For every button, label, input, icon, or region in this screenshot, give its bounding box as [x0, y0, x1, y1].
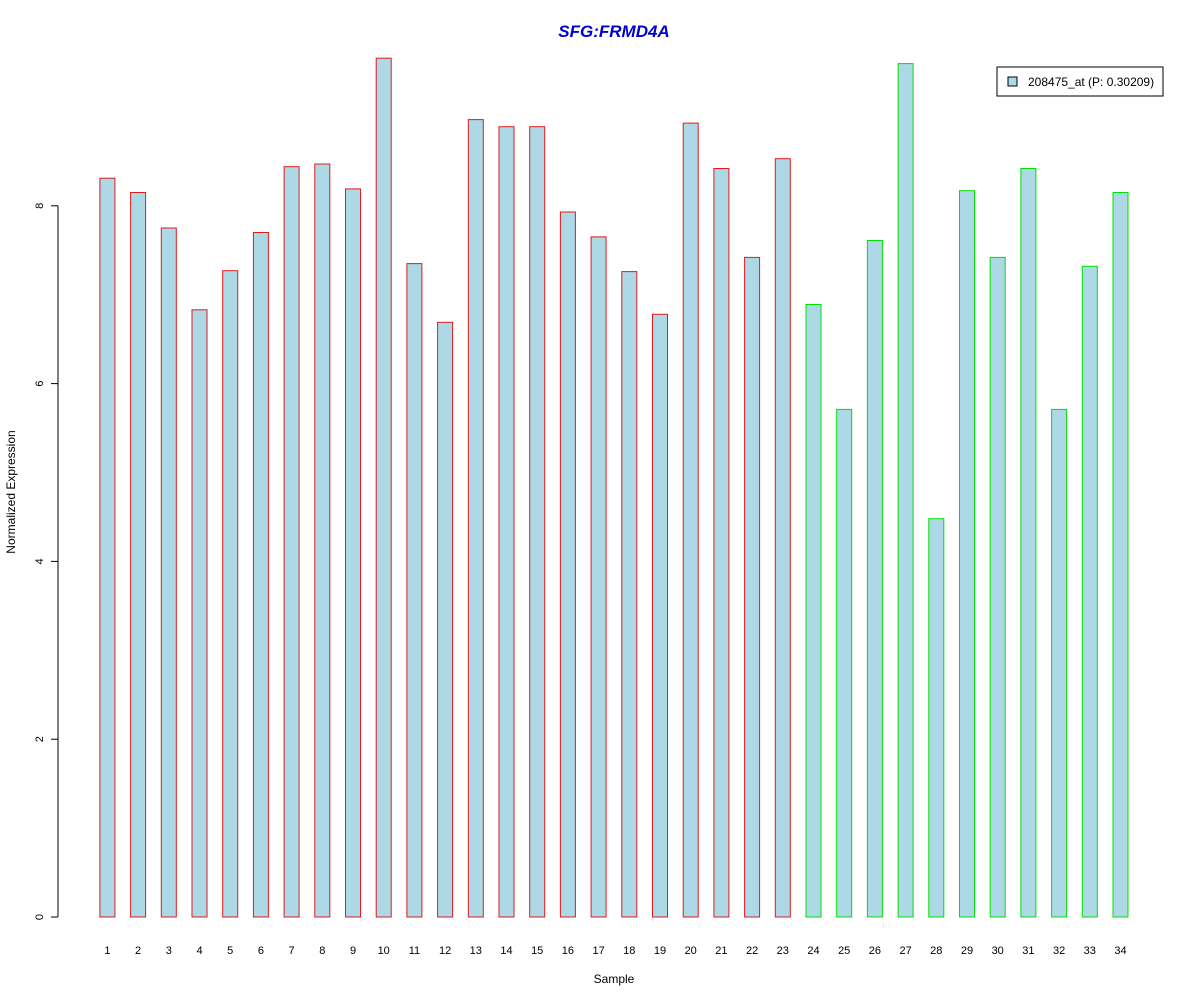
bar-17	[590, 236, 607, 918]
bar-1	[99, 177, 116, 918]
x-tick-label: 18	[623, 945, 635, 957]
bar-9	[345, 188, 361, 918]
x-tick-label: 12	[439, 945, 451, 957]
x-tick-label: 2	[135, 945, 141, 957]
y-tick-label: 2	[34, 736, 46, 742]
y-tick-label: 8	[34, 203, 46, 209]
x-tick-label: 16	[562, 945, 574, 957]
bar-12	[437, 321, 454, 918]
y-tick-label: 0	[34, 914, 46, 920]
bar-24	[805, 304, 822, 918]
x-tick-label: 31	[1022, 945, 1034, 957]
y-axis: 0 2 4 6 8	[34, 203, 59, 920]
bar-6	[252, 232, 269, 918]
bar-10	[375, 57, 392, 918]
bar-4	[191, 309, 208, 918]
x-tick-label: 34	[1114, 945, 1126, 957]
bar-25	[836, 408, 853, 918]
legend-label: 208475_at (P: 0.30209)	[1028, 75, 1154, 89]
bar-32	[1051, 408, 1068, 918]
x-tick-label: 23	[777, 945, 789, 957]
x-tick-label: 22	[746, 945, 758, 957]
y-tick-label: 6	[34, 381, 46, 387]
bar-21	[713, 168, 730, 918]
x-axis-labels: 1 2 3 4 5 6 7 8 9 10 11 12 13 14 15 16 17 18 19 20 21 22 23 24 2…	[104, 945, 1126, 957]
x-tick-label: 10	[378, 945, 390, 957]
x-tick-label: 19	[654, 945, 666, 957]
legend-box	[996, 66, 1164, 97]
y-tick-label: 4	[34, 558, 46, 564]
bar-7	[283, 166, 300, 918]
bar-23	[774, 158, 791, 918]
bar-26	[866, 240, 883, 918]
x-tick-label: 11	[409, 945, 420, 957]
x-tick-label: 26	[869, 945, 881, 957]
x-tick-label: 14	[500, 945, 512, 957]
x-tick-label: 21	[715, 945, 727, 957]
bar-5	[222, 270, 239, 918]
bar-18	[621, 271, 638, 918]
x-tick-label: 20	[685, 945, 697, 957]
bar-31	[1020, 168, 1037, 918]
x-tick-label: 32	[1053, 945, 1065, 957]
x-tick-label: 24	[807, 945, 819, 957]
x-tick-label: 27	[899, 945, 911, 957]
bar-2	[130, 192, 147, 918]
x-tick-label: 30	[992, 945, 1004, 957]
bar-20	[682, 122, 699, 918]
x-tick-label: 4	[196, 945, 202, 957]
x-tick-label: 6	[258, 945, 264, 957]
bar-13	[467, 119, 484, 918]
bar-3	[160, 227, 177, 918]
bar-28	[928, 518, 945, 918]
x-tick-label: 33	[1084, 945, 1096, 957]
bar-33	[1081, 265, 1098, 918]
bar-27	[897, 63, 914, 918]
x-tick-label: 7	[289, 945, 295, 957]
x-tick-label: 13	[470, 945, 482, 957]
bar-14	[498, 126, 515, 918]
bar-34	[1112, 192, 1129, 918]
x-tick-label: 8	[319, 945, 325, 957]
bar-19	[652, 313, 668, 918]
x-tick-label: 3	[166, 945, 172, 957]
x-tick-label: 9	[350, 945, 356, 957]
chart-title: SFG:FRMD4A	[558, 22, 669, 41]
y-axis-title: Normalized Expression	[4, 430, 18, 553]
bar-15	[529, 126, 546, 918]
bar-8	[314, 163, 331, 918]
bar-30	[989, 256, 1006, 918]
bar-29	[959, 190, 975, 918]
x-tick-label: 29	[961, 945, 973, 957]
x-tick-label: 25	[838, 945, 850, 957]
x-tick-label: 17	[592, 945, 604, 957]
x-axis-title: Sample	[594, 972, 635, 986]
bar-11	[406, 263, 423, 918]
legend-swatch	[1007, 76, 1018, 87]
x-tick-label: 28	[930, 945, 942, 957]
bars	[99, 57, 1129, 918]
bar-22	[744, 256, 761, 918]
x-tick-label: 5	[227, 945, 233, 957]
legend: 208475_at (P: 0.30209)	[996, 66, 1164, 97]
bar-16	[559, 211, 576, 918]
x-tick-label: 1	[104, 945, 110, 957]
x-tick-label: 15	[531, 945, 543, 957]
